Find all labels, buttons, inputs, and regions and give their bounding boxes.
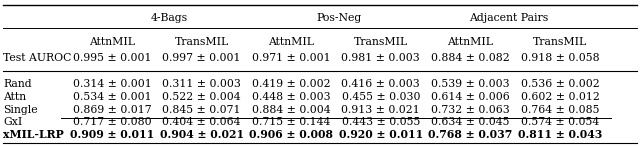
Text: TransMIL: TransMIL [533, 37, 587, 47]
Text: 0.536 ± 0.002: 0.536 ± 0.002 [520, 79, 600, 89]
Text: 0.995 ± 0.001: 0.995 ± 0.001 [73, 53, 151, 63]
Text: 0.443 ± 0.055: 0.443 ± 0.055 [342, 117, 420, 127]
Text: Adjacent Pairs: Adjacent Pairs [469, 13, 548, 23]
Text: 0.448 ± 0.003: 0.448 ± 0.003 [252, 92, 330, 102]
Text: Pos-Neg: Pos-Neg [317, 13, 362, 23]
Text: 0.574 ± 0.054: 0.574 ± 0.054 [521, 117, 599, 127]
Text: 0.845 ± 0.071: 0.845 ± 0.071 [163, 105, 241, 115]
Text: 0.997 ± 0.001: 0.997 ± 0.001 [163, 53, 241, 63]
Text: 0.918 ± 0.058: 0.918 ± 0.058 [521, 53, 599, 63]
Text: xMIL-LRP: xMIL-LRP [3, 130, 64, 141]
Text: 0.906 ± 0.008: 0.906 ± 0.008 [249, 130, 333, 141]
Text: GxI: GxI [3, 117, 22, 127]
Text: 0.314 ± 0.001: 0.314 ± 0.001 [72, 79, 152, 89]
Text: TransMIL: TransMIL [354, 37, 408, 47]
Text: 0.764 ± 0.085: 0.764 ± 0.085 [521, 105, 599, 115]
Text: 0.614 ± 0.006: 0.614 ± 0.006 [431, 92, 510, 102]
Text: 0.913 ± 0.021: 0.913 ± 0.021 [341, 105, 420, 115]
Text: 0.534 ± 0.001: 0.534 ± 0.001 [73, 92, 151, 102]
Text: 0.920 ± 0.011: 0.920 ± 0.011 [339, 130, 423, 141]
Text: 0.416 ± 0.003: 0.416 ± 0.003 [341, 79, 420, 89]
Text: 0.404 ± 0.064: 0.404 ± 0.064 [163, 117, 241, 127]
Text: 0.884 ± 0.082: 0.884 ± 0.082 [431, 53, 510, 63]
Text: AttnMIL: AttnMIL [268, 37, 314, 47]
Text: 0.419 ± 0.002: 0.419 ± 0.002 [252, 79, 330, 89]
Text: 0.811 ± 0.043: 0.811 ± 0.043 [518, 130, 602, 141]
Text: 0.981 ± 0.003: 0.981 ± 0.003 [341, 53, 420, 63]
Text: Single: Single [3, 105, 38, 115]
Text: Rand: Rand [3, 79, 32, 89]
Text: 0.311 ± 0.003: 0.311 ± 0.003 [162, 79, 241, 89]
Text: Attn: Attn [3, 92, 26, 102]
Text: 0.602 ± 0.012: 0.602 ± 0.012 [520, 92, 600, 102]
Text: 0.732 ± 0.063: 0.732 ± 0.063 [431, 105, 510, 115]
Text: 0.904 ± 0.021: 0.904 ± 0.021 [159, 130, 244, 141]
Text: 0.522 ± 0.004: 0.522 ± 0.004 [163, 92, 241, 102]
Text: 0.634 ± 0.045: 0.634 ± 0.045 [431, 117, 509, 127]
Text: 0.717 ± 0.080: 0.717 ± 0.080 [73, 117, 151, 127]
Text: TransMIL: TransMIL [175, 37, 228, 47]
Text: 0.884 ± 0.004: 0.884 ± 0.004 [252, 105, 330, 115]
Text: 4-Bags: 4-Bags [151, 13, 188, 23]
Text: 0.715 ± 0.144: 0.715 ± 0.144 [252, 117, 330, 127]
Text: Test AUROC: Test AUROC [3, 53, 72, 63]
Text: 0.539 ± 0.003: 0.539 ± 0.003 [431, 79, 509, 89]
Text: 0.768 ± 0.037: 0.768 ± 0.037 [428, 130, 513, 141]
Text: 0.455 ± 0.030: 0.455 ± 0.030 [342, 92, 420, 102]
Text: 0.971 ± 0.001: 0.971 ± 0.001 [252, 53, 330, 63]
Text: AttnMIL: AttnMIL [447, 37, 493, 47]
Text: AttnMIL: AttnMIL [89, 37, 135, 47]
Text: 0.909 ± 0.011: 0.909 ± 0.011 [70, 130, 154, 141]
Text: 0.869 ± 0.017: 0.869 ± 0.017 [73, 105, 151, 115]
